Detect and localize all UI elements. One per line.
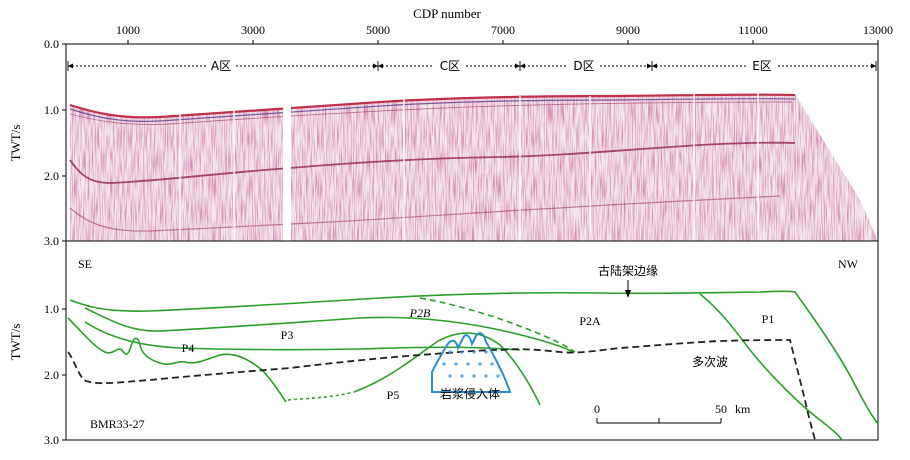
magmatic-intrusion <box>431 332 512 393</box>
p2-top-horizon <box>84 307 573 353</box>
unit-label-p4: P4 <box>182 341 195 355</box>
interpretation-panel: TWT/s 1.0 2.0 3.0 <box>8 240 879 447</box>
y-tick-label: 1.0 <box>44 302 59 316</box>
scale-bar-start: 0 <box>594 402 600 416</box>
multiple-wave-label: 多次波 <box>692 355 728 369</box>
y-tick-label: 2.0 <box>44 368 59 382</box>
x-tick-label: 11000 <box>738 23 768 37</box>
seismic-section-panel: CDP number 1000 3000 5000 7000 9000 1100… <box>8 6 893 248</box>
seafloor-horizon <box>69 290 879 425</box>
zone-label-c: C区 <box>440 59 460 73</box>
multiple-wave-line <box>67 339 816 441</box>
shelf-edge-label: 古陆架边缘 <box>598 263 658 278</box>
scale-bar: 0 50 km <box>594 402 751 424</box>
p2b-inferred-horizon <box>419 297 576 353</box>
unit-label-p2a: P2A <box>579 314 601 328</box>
zone-label-d: D区 <box>573 59 594 73</box>
x-tick-label: 3000 <box>241 23 265 37</box>
scale-bar-unit: km <box>735 402 751 416</box>
line-name-label: BMR33-27 <box>90 417 145 431</box>
y-axis-ticks: 0.0 1.0 2.0 3.0 <box>44 37 66 248</box>
zone-brackets <box>67 61 877 71</box>
zone-label-e: E区 <box>752 59 772 73</box>
p5-top-horizon <box>353 332 541 406</box>
p1-base-horizon <box>699 293 843 441</box>
x-axis-ticks: 1000 3000 5000 7000 9000 11000 13000 <box>116 23 893 44</box>
intrusion-label: 岩浆侵入体 <box>440 386 500 401</box>
zone-label-a: A区 <box>211 59 231 73</box>
y-axis-ticks-bottom: 1.0 2.0 3.0 <box>44 302 66 447</box>
y-axis-title-bottom: TWT/s <box>8 324 23 361</box>
p5-inferred-horizon <box>287 391 355 401</box>
seismic-reflection-data <box>69 93 878 241</box>
y-tick-label: 3.0 <box>44 433 59 447</box>
y-tick-label: 1.0 <box>44 103 59 117</box>
intrusion-cross-hatch <box>442 350 500 378</box>
unit-label-p1: P1 <box>762 312 775 326</box>
y-tick-label: 2.0 <box>44 169 59 183</box>
p4-base-horizon <box>67 317 287 403</box>
unit-label-p2b: P2B <box>409 306 431 320</box>
x-tick-label: 5000 <box>366 23 390 37</box>
y-axis-title: TWT/s <box>8 125 23 162</box>
horizon-lines <box>67 290 879 441</box>
x-tick-label: 7000 <box>491 23 515 37</box>
unit-label-p5: P5 <box>387 388 400 402</box>
x-axis-title: CDP number <box>413 6 481 21</box>
direction-label-se: SE <box>78 257 92 271</box>
x-tick-label: 13000 <box>863 23 893 37</box>
x-tick-label: 1000 <box>116 23 140 37</box>
y-tick-label: 0.0 <box>44 37 59 51</box>
y-tick-label: 3.0 <box>44 234 59 248</box>
shelf-edge-arrowhead <box>625 290 631 298</box>
unit-label-p3: P3 <box>281 328 294 342</box>
scale-bar-end: 50 <box>715 402 727 416</box>
x-tick-label: 9000 <box>616 23 640 37</box>
direction-label-nw: NW <box>838 257 859 271</box>
